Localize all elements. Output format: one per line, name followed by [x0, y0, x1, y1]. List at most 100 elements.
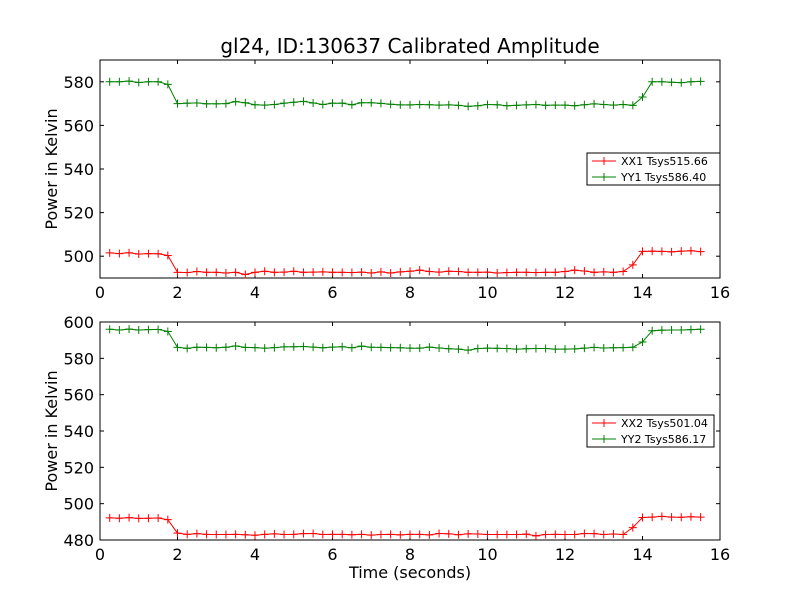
data-point	[512, 345, 521, 354]
data-point	[512, 530, 521, 539]
x-tick-label: 12	[555, 283, 575, 302]
data-point	[105, 77, 114, 86]
data-point	[183, 99, 192, 108]
data-point	[241, 270, 250, 279]
data-point	[512, 268, 521, 277]
data-point	[396, 267, 405, 276]
data-point	[464, 102, 473, 111]
data-point	[580, 344, 589, 353]
data-point	[522, 100, 531, 109]
data-point	[415, 530, 424, 539]
data-point	[154, 514, 163, 523]
data-point	[231, 268, 240, 277]
data-point	[338, 99, 347, 108]
data-point	[473, 101, 482, 110]
x-tick-label: 4	[250, 545, 260, 564]
data-point	[357, 342, 366, 351]
data-point	[289, 342, 298, 351]
series-1	[105, 77, 705, 111]
data-point	[648, 513, 657, 522]
data-point	[667, 247, 676, 256]
data-point	[260, 267, 269, 276]
data-point	[299, 268, 308, 277]
data-point	[134, 325, 143, 334]
data-point	[406, 530, 414, 539]
data-point	[260, 101, 269, 110]
data-point	[144, 514, 153, 523]
data-point	[464, 346, 473, 355]
data-point	[212, 268, 221, 277]
data-point	[338, 342, 347, 351]
data-point	[444, 100, 453, 109]
data-point	[386, 100, 395, 109]
bottom-subplot: 0 2 4 6 8 10 12 14 16 480 500 520 540 560 580 600 Power …	[42, 313, 730, 582]
legend-label: XX1 Tsys515.66	[621, 155, 708, 168]
data-point	[464, 268, 473, 277]
legend-swatch-marker	[600, 419, 608, 427]
data-point	[318, 100, 327, 109]
data-point	[212, 530, 221, 539]
legend-swatch-marker	[600, 173, 608, 181]
data-point	[628, 260, 637, 269]
data-point	[696, 247, 705, 256]
data-point	[638, 247, 647, 256]
data-point	[493, 100, 502, 109]
data-point	[502, 530, 511, 539]
data-point	[677, 247, 686, 256]
y-tick-label: 540	[63, 422, 94, 441]
data-point	[561, 345, 569, 354]
data-point	[667, 78, 676, 87]
data-point	[531, 268, 540, 277]
data-point	[609, 268, 618, 277]
data-point	[541, 101, 550, 110]
data-point	[289, 98, 298, 107]
data-point	[444, 267, 453, 276]
data-point	[522, 268, 531, 277]
data-point	[590, 529, 599, 538]
data-point	[183, 530, 192, 539]
y-tick-label: 560	[63, 116, 94, 135]
data-point	[192, 529, 201, 538]
data-point	[125, 325, 134, 334]
data-point	[522, 344, 531, 353]
data-point	[628, 101, 637, 110]
data-point	[251, 100, 259, 109]
x-tick-label: 16	[710, 545, 730, 564]
data-point	[541, 344, 550, 353]
data-point	[502, 101, 511, 110]
data-point	[599, 343, 608, 352]
data-point	[125, 513, 134, 522]
data-point	[580, 267, 589, 276]
data-point	[657, 326, 666, 335]
data-point	[570, 101, 579, 110]
data-point	[493, 344, 502, 353]
data-point	[318, 530, 327, 539]
data-point	[686, 246, 695, 255]
data-point	[202, 99, 211, 108]
data-point	[270, 268, 279, 277]
chart-title: gl24, ID:130637 Calibrated Amplitude	[220, 34, 599, 58]
data-point	[502, 344, 511, 353]
data-point	[609, 101, 618, 110]
data-point	[619, 530, 628, 539]
legend-label: YY2 Tsys586.17	[620, 433, 706, 446]
data-point	[590, 343, 599, 352]
data-point	[251, 268, 259, 277]
data-point	[163, 515, 172, 524]
data-point	[376, 343, 385, 352]
y-tick-label: 580	[63, 73, 94, 92]
data-point	[260, 344, 269, 353]
data-point	[347, 100, 356, 109]
data-point	[299, 342, 308, 351]
data-point	[367, 343, 376, 352]
data-point	[522, 530, 531, 539]
data-point	[561, 267, 569, 276]
y-tick-label: 600	[63, 313, 94, 332]
data-point	[328, 268, 337, 277]
x-tick-label: 4	[250, 283, 260, 302]
data-point	[677, 325, 686, 334]
data-point	[425, 530, 434, 539]
y-tick-label: 480	[63, 531, 94, 550]
